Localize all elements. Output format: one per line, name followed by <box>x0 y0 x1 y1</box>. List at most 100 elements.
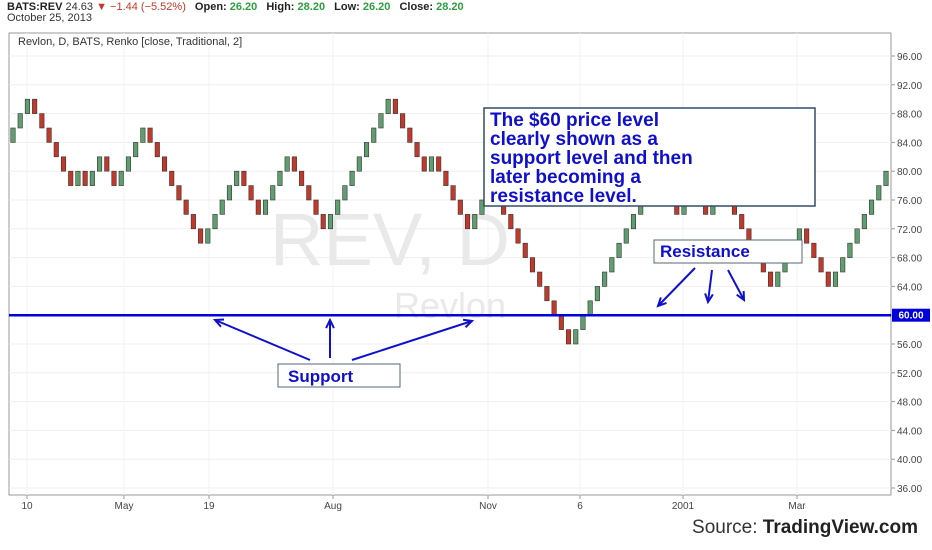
annotation-arrows <box>212 267 746 361</box>
brick-up <box>363 142 370 158</box>
watermark-name: Revlon <box>394 285 506 326</box>
brick-down <box>515 228 521 244</box>
brick-down <box>566 329 572 345</box>
brick-down <box>190 214 196 230</box>
y-tick-label: 44.00 <box>897 426 922 437</box>
brick-down <box>443 170 449 186</box>
brick-up <box>270 185 276 201</box>
high-value: 28.20 <box>297 1 326 13</box>
watermark-symbol: REV, D <box>270 198 510 281</box>
brick-up <box>869 199 875 215</box>
brick-down <box>313 199 319 215</box>
y-tick-label: 64.00 <box>897 282 922 293</box>
brick-down <box>529 257 535 273</box>
x-tick-label: 6 <box>577 501 583 512</box>
brick-up <box>349 170 355 186</box>
brick-down <box>161 156 168 172</box>
annotation-box <box>483 107 816 207</box>
brick-up <box>594 286 600 302</box>
x-tick-label: Nov <box>479 501 497 512</box>
brick-down <box>768 271 774 287</box>
brick-down <box>299 170 305 186</box>
brick-down <box>46 127 52 143</box>
brick-up <box>847 242 853 258</box>
source-credit: Source: TradingView.com <box>692 517 918 539</box>
arrow-shaft <box>657 267 696 307</box>
brick-up <box>335 199 341 215</box>
brick-up <box>609 257 615 273</box>
arrow-shaft <box>351 320 473 361</box>
brick-down <box>291 156 297 172</box>
brick-up <box>840 257 846 273</box>
brick-up <box>876 185 882 201</box>
y-axis: 96.00 92.00 88.00 84.00 80.00 76.00 72.00 68.00… <box>891 52 922 495</box>
chart-title: Revlon, D, BATS, Renko [close, Tradition… <box>18 36 242 48</box>
low-value: 26.20 <box>362 1 391 13</box>
open-label: Open: <box>194 1 227 13</box>
brick-up <box>125 156 131 172</box>
arrow-head <box>212 318 225 328</box>
level-badge <box>892 308 930 322</box>
arrow-head <box>704 293 714 305</box>
brick-down <box>111 170 117 186</box>
brick-down <box>176 185 182 201</box>
y-tick-label: 96.00 <box>897 52 922 63</box>
arrow-shaft <box>214 319 311 361</box>
y-tick-label: 92.00 <box>897 81 922 92</box>
quote-date: October 25, 2013 <box>7 12 93 24</box>
annotation-line: later becoming a <box>490 167 641 188</box>
brick-down <box>183 199 189 215</box>
brick-up <box>861 214 867 230</box>
brick-down <box>739 214 745 230</box>
brick-up <box>378 113 384 129</box>
annotation-line: support level and then <box>490 148 693 169</box>
brick-down <box>104 156 110 172</box>
x-tick-label: 10 <box>21 501 33 512</box>
brick-down <box>198 228 204 244</box>
brick-up <box>832 271 839 287</box>
support-label-box <box>277 363 401 388</box>
brick-down <box>811 242 817 258</box>
brick-up <box>262 199 269 215</box>
brick-up <box>775 271 781 287</box>
brick-down <box>558 314 564 330</box>
brick-down <box>53 142 59 158</box>
brick-down <box>818 257 824 273</box>
annotation-text: The $60 price level clearly shown as a sup… <box>490 110 693 207</box>
y-tick-label: 40.00 <box>897 455 922 466</box>
x-tick-label: 2001 <box>672 501 695 512</box>
brick-up <box>89 170 95 186</box>
brick-up <box>573 329 579 345</box>
brick-up <box>17 113 23 129</box>
brick-down <box>436 156 442 172</box>
brick-up <box>854 228 860 244</box>
brick-down <box>551 300 557 316</box>
brick-down <box>392 98 398 114</box>
arrow-head <box>656 297 667 308</box>
brick-up <box>24 98 30 114</box>
source-name: TradingView.com <box>762 517 918 538</box>
brick-down <box>60 156 67 172</box>
brick-down <box>169 170 175 186</box>
support-label: Support <box>288 367 353 386</box>
brick-up <box>97 156 103 172</box>
brick-down <box>414 142 420 158</box>
brick-up <box>580 314 586 330</box>
brick-up <box>277 170 283 186</box>
brick-down <box>825 271 831 287</box>
resistance-label: Resistance <box>660 242 750 261</box>
y-tick-label: 72.00 <box>897 225 922 236</box>
arrow-shaft <box>707 269 713 303</box>
brick-down <box>68 170 74 186</box>
brick-up <box>883 170 889 186</box>
x-tick-label: 19 <box>203 501 215 512</box>
brick-up <box>140 127 146 143</box>
brick-down <box>306 185 312 201</box>
brick-down <box>544 286 550 302</box>
brick-up <box>212 214 218 230</box>
y-tick-label: 56.00 <box>897 340 922 351</box>
brick-up <box>118 170 124 186</box>
brick-down <box>32 98 38 114</box>
x-axis: 10 May 19 Aug Nov 6 2001 Mar <box>21 495 806 512</box>
